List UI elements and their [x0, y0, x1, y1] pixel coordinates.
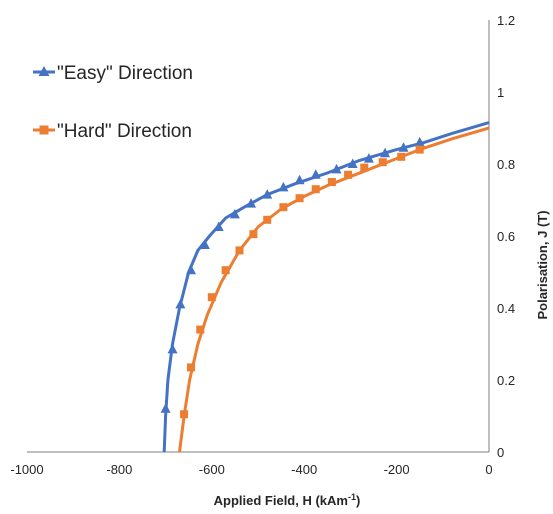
data-point-easy: [310, 169, 321, 179]
data-point-easy: [294, 174, 305, 185]
legend: "Easy" Direction "Hard" Direction: [33, 63, 193, 142]
data-point-hard: [344, 170, 353, 179]
data-point-hard: [187, 363, 196, 372]
data-point-hard: [279, 203, 288, 212]
y-axis-title: Polarisation, J (T): [535, 210, 550, 319]
data-point-hard: [295, 194, 304, 203]
legend-label-hard: "Hard" Direction: [57, 121, 192, 142]
y-tick-label: 0.4: [497, 301, 515, 316]
data-point-easy: [363, 153, 374, 163]
data-point-hard: [397, 152, 406, 161]
data-point-easy: [213, 221, 224, 231]
data-point-easy: [160, 403, 171, 413]
data-point-easy: [278, 181, 289, 192]
x-tick-label: -200: [384, 462, 410, 477]
legend-marker-hard: [39, 125, 49, 135]
data-point-hard: [180, 410, 189, 419]
data-point-hard: [207, 293, 216, 302]
y-tick-label: 0.6: [497, 229, 515, 244]
data-point-easy: [186, 264, 197, 275]
x-axis-title: Applied Field, H (kAm-1): [214, 492, 361, 508]
y-tick-label: 1: [497, 85, 504, 100]
data-point-easy: [262, 189, 273, 199]
x-tick-label: -600: [199, 462, 225, 477]
data-point-easy: [331, 163, 342, 174]
data-point-hard: [196, 325, 205, 334]
x-tick-label: -1000: [10, 462, 43, 477]
data-point-easy: [229, 208, 240, 219]
series-lines: [162, 121, 490, 453]
data-point-hard: [360, 163, 369, 172]
data-point-easy: [380, 147, 391, 158]
x-tick-label: -400: [291, 462, 317, 477]
data-point-hard: [327, 178, 336, 186]
data-point-easy: [175, 298, 186, 309]
x-axis-title-superscript: -1: [348, 492, 356, 502]
data-point-easy: [246, 198, 257, 208]
y-tick-label: 0.2: [497, 373, 515, 388]
data-point-easy: [414, 136, 425, 147]
legend-label-easy: "Easy" Direction: [57, 63, 193, 84]
data-point-easy: [199, 239, 210, 249]
y-tick-label: 0: [497, 445, 504, 460]
data-point-hard: [221, 266, 230, 275]
data-point-hard: [263, 215, 272, 224]
series-line-easy: [162, 121, 490, 453]
data-point-hard: [249, 230, 258, 239]
series-markers: [160, 136, 425, 419]
y-tick-label: 0.8: [497, 157, 515, 172]
data-point-hard: [311, 185, 320, 194]
axes: [27, 20, 490, 453]
x-tick-label: 0: [485, 462, 492, 477]
legend-marker-easy: [38, 66, 50, 76]
series-line-hard: [178, 126, 490, 453]
y-tick-label: 1.2: [497, 13, 515, 28]
data-point-hard: [378, 158, 387, 167]
x-tick-label: -800: [106, 462, 132, 477]
y-axis-ticks: 0 0.2 0.4 0.6 0.8 1 1.2: [497, 13, 515, 460]
data-point-easy: [167, 343, 178, 354]
data-point-easy: [347, 158, 358, 168]
x-axis-ticks: -1000 -800 -600 -400 -200 0: [10, 462, 492, 477]
x-axis-title-end: ): [356, 493, 360, 508]
x-axis-title-main: Applied Field, H (kAm: [214, 493, 348, 508]
data-point-hard: [415, 145, 424, 154]
data-point-easy: [398, 142, 409, 152]
data-point-hard: [235, 246, 244, 255]
